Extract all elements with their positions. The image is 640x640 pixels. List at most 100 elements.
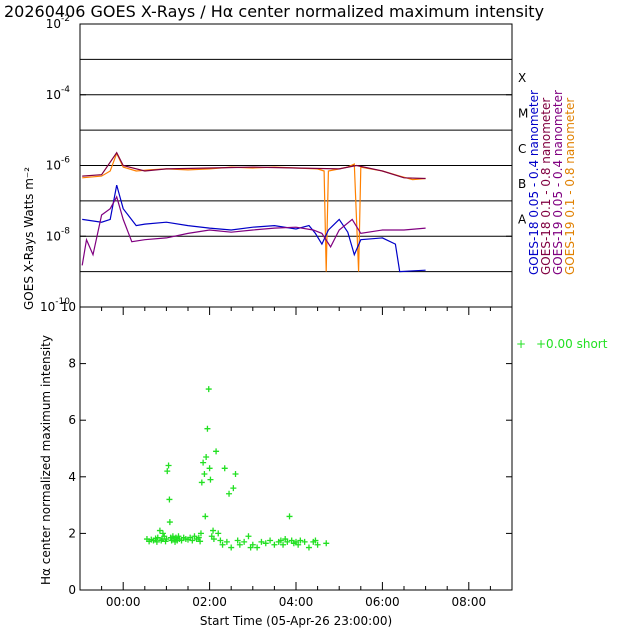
halpha-point bbox=[295, 541, 302, 548]
halpha-point bbox=[197, 530, 204, 537]
halpha-point bbox=[280, 541, 287, 548]
xray-y-tick-exponent: -2 bbox=[61, 14, 70, 24]
xray-series-line-2 bbox=[82, 151, 426, 180]
halpha-point bbox=[241, 538, 248, 545]
halpha-point bbox=[297, 537, 304, 544]
halpha-point bbox=[198, 479, 205, 486]
halpha-point bbox=[207, 476, 214, 483]
halpha-point bbox=[219, 541, 226, 548]
xray-legend-entry: GOES-19 0.1 - 0.8 nanometer bbox=[563, 98, 577, 275]
halpha-point bbox=[249, 541, 256, 548]
halpha-legend: + +0.00 short bbox=[516, 337, 608, 351]
halpha-point bbox=[323, 540, 330, 547]
xray-y-tick-exponent: -8 bbox=[61, 226, 70, 236]
chart-title: 20260406 GOES X-Rays / Hα center normali… bbox=[4, 2, 544, 21]
halpha-point bbox=[236, 541, 243, 548]
halpha-plot-frame bbox=[79, 306, 513, 591]
halpha-point bbox=[203, 453, 210, 460]
halpha-point bbox=[277, 537, 284, 544]
halpha-x-tick-label: 02:00 bbox=[192, 595, 227, 609]
halpha-x-tick-label: 00:00 bbox=[106, 595, 141, 609]
halpha-point bbox=[254, 544, 261, 551]
halpha-point bbox=[215, 530, 222, 537]
flare-class-label: B bbox=[518, 177, 526, 191]
halpha-point bbox=[164, 468, 171, 475]
halpha-point bbox=[213, 448, 220, 455]
halpha-x-tick-label: 08:00 bbox=[452, 595, 487, 609]
halpha-point bbox=[312, 537, 319, 544]
halpha-x-ticks: 00:00 02:00 04:00 06:00 08:00 bbox=[79, 307, 513, 609]
halpha-point bbox=[156, 527, 163, 534]
xray-legend-entry: GOES-18 0.05 - 0.4 nanometer bbox=[527, 90, 541, 275]
halpha-point bbox=[262, 540, 269, 547]
halpha-point bbox=[197, 538, 204, 545]
halpha-point bbox=[169, 533, 176, 540]
halpha-point bbox=[159, 530, 166, 537]
halpha-point bbox=[223, 538, 230, 545]
halpha-point bbox=[189, 537, 196, 544]
xray-panel: 10-2 10-4 10-6 10-8 10-10 X M C B A GOES X-Rays … bbox=[22, 14, 577, 314]
halpha-x-axis-label: Start Time (05-Apr-26 23:00:00) bbox=[200, 614, 392, 628]
halpha-panel: 0 2 4 6 8 10 00:00 02:00 04:00 06:00 08:00 Hα cen… bbox=[39, 300, 608, 628]
halpha-point bbox=[205, 386, 212, 393]
halpha-point bbox=[245, 533, 252, 540]
halpha-point bbox=[210, 536, 217, 543]
halpha-point bbox=[301, 538, 308, 545]
halpha-y-tick-label: 10 bbox=[61, 300, 76, 314]
halpha-x-tick-label: 06:00 bbox=[365, 595, 400, 609]
halpha-point bbox=[158, 537, 165, 544]
halpha-x-tick-label: 04:00 bbox=[279, 595, 314, 609]
halpha-point bbox=[217, 537, 224, 544]
halpha-point bbox=[226, 490, 233, 497]
xray-y-tick-exponent: -10 bbox=[55, 297, 70, 307]
halpha-point bbox=[206, 465, 213, 472]
xray-series-line-3 bbox=[82, 184, 426, 273]
xray-legend-entry: GOES-19 0.05 - 0.4 nanometer bbox=[551, 90, 565, 275]
halpha-point bbox=[200, 459, 207, 466]
halpha-point bbox=[163, 536, 170, 543]
xray-series-line-4 bbox=[81, 195, 426, 266]
halpha-y-tick-label: 2 bbox=[68, 526, 76, 540]
halpha-y-tick-label: 4 bbox=[68, 470, 76, 484]
flare-class-label: M bbox=[518, 106, 528, 120]
halpha-legend-symbol: + bbox=[516, 337, 526, 351]
flare-class-label: C bbox=[518, 142, 526, 156]
xray-y-tick-exponent: -4 bbox=[61, 85, 70, 95]
flare-class-gridlines bbox=[80, 58, 512, 273]
xray-y-tick-label: 10-8 bbox=[46, 226, 71, 243]
halpha-point bbox=[232, 470, 239, 477]
halpha-point bbox=[154, 534, 161, 541]
xray-y-tick-label: 10-2 bbox=[46, 14, 70, 31]
halpha-y-ticks: 0 2 4 6 8 10 bbox=[61, 300, 512, 597]
xray-y-tick-label: 10-4 bbox=[46, 85, 71, 102]
halpha-point bbox=[204, 425, 211, 432]
xray-y-tick-label: 10-6 bbox=[46, 156, 71, 173]
halpha-point bbox=[175, 533, 182, 540]
halpha-point bbox=[228, 544, 235, 551]
halpha-point bbox=[267, 537, 274, 544]
xray-series-line-1 bbox=[82, 151, 426, 272]
halpha-point bbox=[271, 541, 278, 548]
halpha-point bbox=[210, 527, 217, 534]
halpha-legend-text: +0.00 short bbox=[536, 337, 608, 351]
halpha-point bbox=[166, 519, 173, 526]
halpha-point bbox=[202, 513, 209, 520]
flare-class-label: X bbox=[518, 71, 526, 85]
halpha-point bbox=[165, 462, 172, 469]
halpha-point bbox=[314, 541, 321, 548]
flare-class-labels: X M C B A bbox=[518, 71, 528, 227]
halpha-y-axis-label: Hα center normalized maximum intensity bbox=[39, 335, 53, 585]
halpha-point bbox=[230, 485, 237, 492]
halpha-y-tick-label: 8 bbox=[68, 357, 76, 371]
halpha-point bbox=[166, 496, 173, 503]
halpha-point bbox=[286, 513, 293, 520]
halpha-point bbox=[234, 537, 241, 544]
halpha-point bbox=[153, 538, 160, 545]
xray-y-axis-label: GOES X-Rays Watts m⁻² bbox=[22, 167, 36, 310]
halpha-point bbox=[201, 470, 208, 477]
halpha-y-tick-label: 0 bbox=[68, 583, 76, 597]
halpha-point bbox=[195, 534, 202, 541]
xray-y-tick-exponent: -6 bbox=[61, 156, 70, 166]
